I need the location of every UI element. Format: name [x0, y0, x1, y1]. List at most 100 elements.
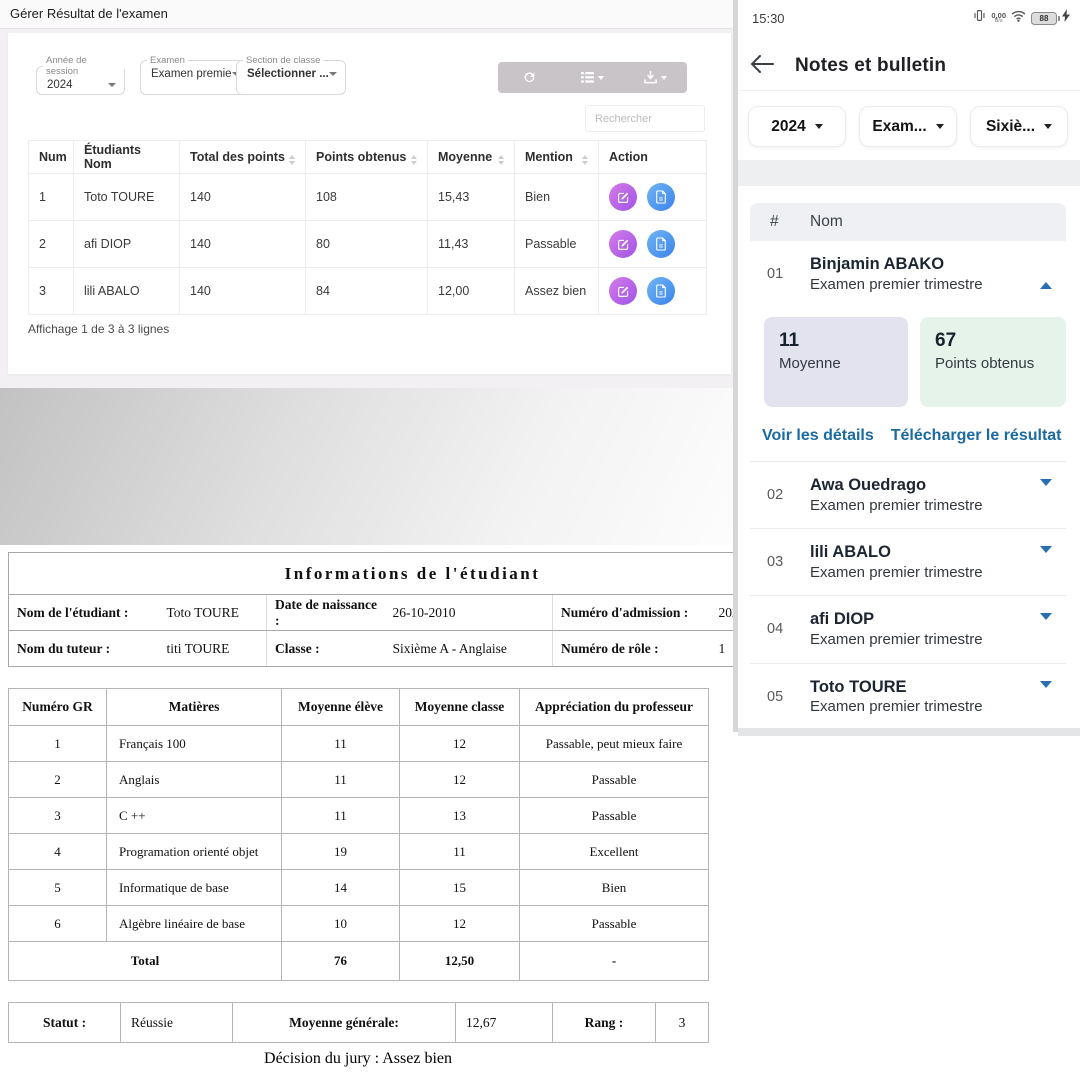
cell-num: 3 — [28, 267, 74, 315]
student-row[interactable]: 02 Awa Ouedrago Examen premier trimestre — [750, 462, 1066, 530]
admin-card: Année de session 2024 Examen Examen prem… — [8, 33, 731, 374]
year-chip[interactable]: 2024 — [748, 106, 846, 147]
search-input[interactable] — [585, 105, 705, 132]
sort-icon — [582, 154, 588, 165]
row-number: 03 — [767, 554, 784, 571]
info-label: Date de naissance : — [266, 594, 385, 631]
status-bar: 15:30 0,00 B/s 88 — [752, 8, 1070, 28]
refresh-button[interactable] — [498, 62, 561, 93]
chevron-down-icon — [814, 124, 823, 129]
class-chip[interactable]: Sixiè... — [970, 106, 1068, 147]
chevron-down-icon — [1040, 680, 1052, 705]
grades-row: 5 Informatique de base 14 15 Bien — [8, 869, 709, 906]
edit-button[interactable] — [609, 277, 637, 305]
back-arrow-icon[interactable] — [750, 54, 780, 78]
cell-moyenne: 15,43 — [427, 173, 515, 221]
class-section-select[interactable]: Section de classe Sélectionner ... — [236, 55, 346, 95]
col-mention[interactable]: Mention — [514, 140, 599, 174]
chevron-down-icon — [108, 83, 116, 87]
col-total[interactable]: Total des points — [179, 140, 306, 174]
export-button[interactable] — [624, 62, 687, 93]
exam-subtitle: Examen premier trimestre — [810, 275, 983, 293]
col-action: Action — [598, 140, 707, 174]
info-label: Nom du tuteur : — [8, 630, 159, 667]
cell-action — [598, 267, 707, 315]
exam-select[interactable]: Examen Examen premie — [140, 55, 249, 95]
columns-button[interactable] — [561, 62, 624, 93]
info-label: Nom de l'étudiant : — [8, 594, 159, 631]
pdf-button[interactable] — [647, 230, 676, 258]
moyenne-generale-label: Moyenne générale: — [232, 1002, 456, 1043]
edit-button[interactable] — [609, 183, 637, 211]
chevron-down-icon — [1040, 613, 1052, 638]
chevron-down-icon — [231, 72, 240, 76]
exam-subtitle: Examen premier trimestre — [810, 631, 983, 648]
student-row[interactable]: 05 Toto TOURE Examen premier trimestre — [750, 663, 1066, 730]
student-info-table: Informations de l'étudiant Nom de l'étud… — [7, 552, 810, 667]
cell-action — [598, 220, 707, 268]
admin-panel: Gérer Résultat de l'examen Année de sess… — [0, 0, 733, 388]
points-card: 67 Points obtenus — [920, 317, 1066, 408]
cell-moyenne: 11,43 — [427, 220, 515, 268]
cell-points: 108 — [305, 173, 428, 221]
cell-moyenne: 12,00 — [427, 267, 515, 315]
moyenne-value: 11 — [779, 330, 800, 352]
grades-row: 4 Programation orienté objet 19 11 Excellent — [8, 833, 709, 870]
row-number: 04 — [767, 621, 784, 638]
view-details-link[interactable]: Voir les détails — [762, 427, 874, 445]
student-row[interactable]: 04 afi DIOP Examen premier trimestre — [750, 596, 1066, 664]
exam-subtitle: Examen premier trimestre — [810, 563, 983, 581]
chevron-down-icon — [661, 75, 667, 80]
exam-chip[interactable]: Exam... — [859, 106, 957, 147]
sort-icon — [411, 154, 417, 165]
info-value: 26-10-2010 — [384, 594, 553, 631]
grades-row: 1 Français 100 11 12 Passable, peut mieux fa… — [8, 725, 709, 762]
col-points[interactable]: Points obtenus — [305, 140, 428, 174]
info-label: Numéro d'admission : — [552, 594, 711, 631]
info-label: Numéro de rôle : — [552, 630, 711, 667]
grades-total-row: Total 76 12,50 - — [8, 941, 709, 981]
background-gradient-band — [0, 388, 733, 545]
expanded-details: 11 Moyenne 67 Points obtenus Voir les dé… — [750, 307, 1066, 463]
screenshot-edge-strip — [738, 728, 1080, 736]
table-header-row: Num Étudiants Nom Total des points Point… — [28, 140, 707, 174]
edit-button[interactable] — [609, 230, 637, 258]
class-section-value: Sélectionner ... — [247, 68, 329, 80]
chevron-down-icon — [598, 75, 604, 80]
results-table: Num Étudiants Nom Total des points Point… — [28, 140, 707, 315]
chevron-down-icon — [328, 72, 337, 76]
exam-label: Examen — [150, 55, 185, 66]
rang-value: 3 — [655, 1002, 709, 1043]
session-year-select[interactable]: Année de session 2024 — [36, 55, 125, 95]
session-year-value: 2024 — [47, 79, 73, 91]
student-bulletin-document: Informations de l'étudiant Nom de l'étud… — [0, 545, 810, 1080]
cell-points: 84 — [305, 267, 428, 315]
info-value: Sixième A - Anglaise — [384, 630, 553, 667]
download-result-link[interactable]: Télécharger le résultat — [890, 427, 1062, 445]
rang-label: Rang : — [552, 1002, 656, 1043]
status-row: Statut : Réussie Moyenne générale: 12,67… — [8, 1002, 709, 1043]
student-row-expanded[interactable]: 01 Binjamin ABAKO Examen premier trimest… — [750, 241, 1066, 308]
col-moyenne[interactable]: Moyenne — [427, 140, 515, 174]
moyenne-card: 11 Moyenne — [764, 317, 908, 408]
pdf-button[interactable] — [647, 277, 676, 305]
chevron-down-icon — [935, 124, 944, 129]
chevron-up-icon — [1040, 265, 1052, 290]
row-number: 05 — [767, 688, 784, 705]
grades-row: 6 Algèbre linéaire de base 10 12 Passable — [8, 905, 709, 942]
cell-action — [598, 173, 707, 221]
student-list: # Nom 01 Binjamin ABAKO Examen premier t… — [750, 203, 1066, 730]
student-row[interactable]: 03 lili ABALO Examen premier trimestre — [750, 529, 1066, 597]
cell-total: 140 — [179, 173, 306, 221]
student-name: Binjamin ABAKO — [810, 255, 945, 273]
moyenne-generale-value: 12,67 — [455, 1002, 553, 1043]
status-table: Statut : Réussie Moyenne générale: 12,67… — [8, 1002, 709, 1043]
charging-icon — [1062, 9, 1070, 27]
pdf-button[interactable] — [647, 183, 676, 211]
page-title: Gérer Résultat de l'examen — [0, 0, 733, 29]
grades-header-row: Numéro GR Matières Moyenne élève Moyenne… — [8, 688, 709, 726]
cell-total: 140 — [179, 220, 306, 268]
network-speed-indicator: 0,00 B/s — [991, 10, 1006, 24]
list-header-num: # — [770, 213, 779, 230]
info-label: Classe : — [266, 630, 385, 667]
